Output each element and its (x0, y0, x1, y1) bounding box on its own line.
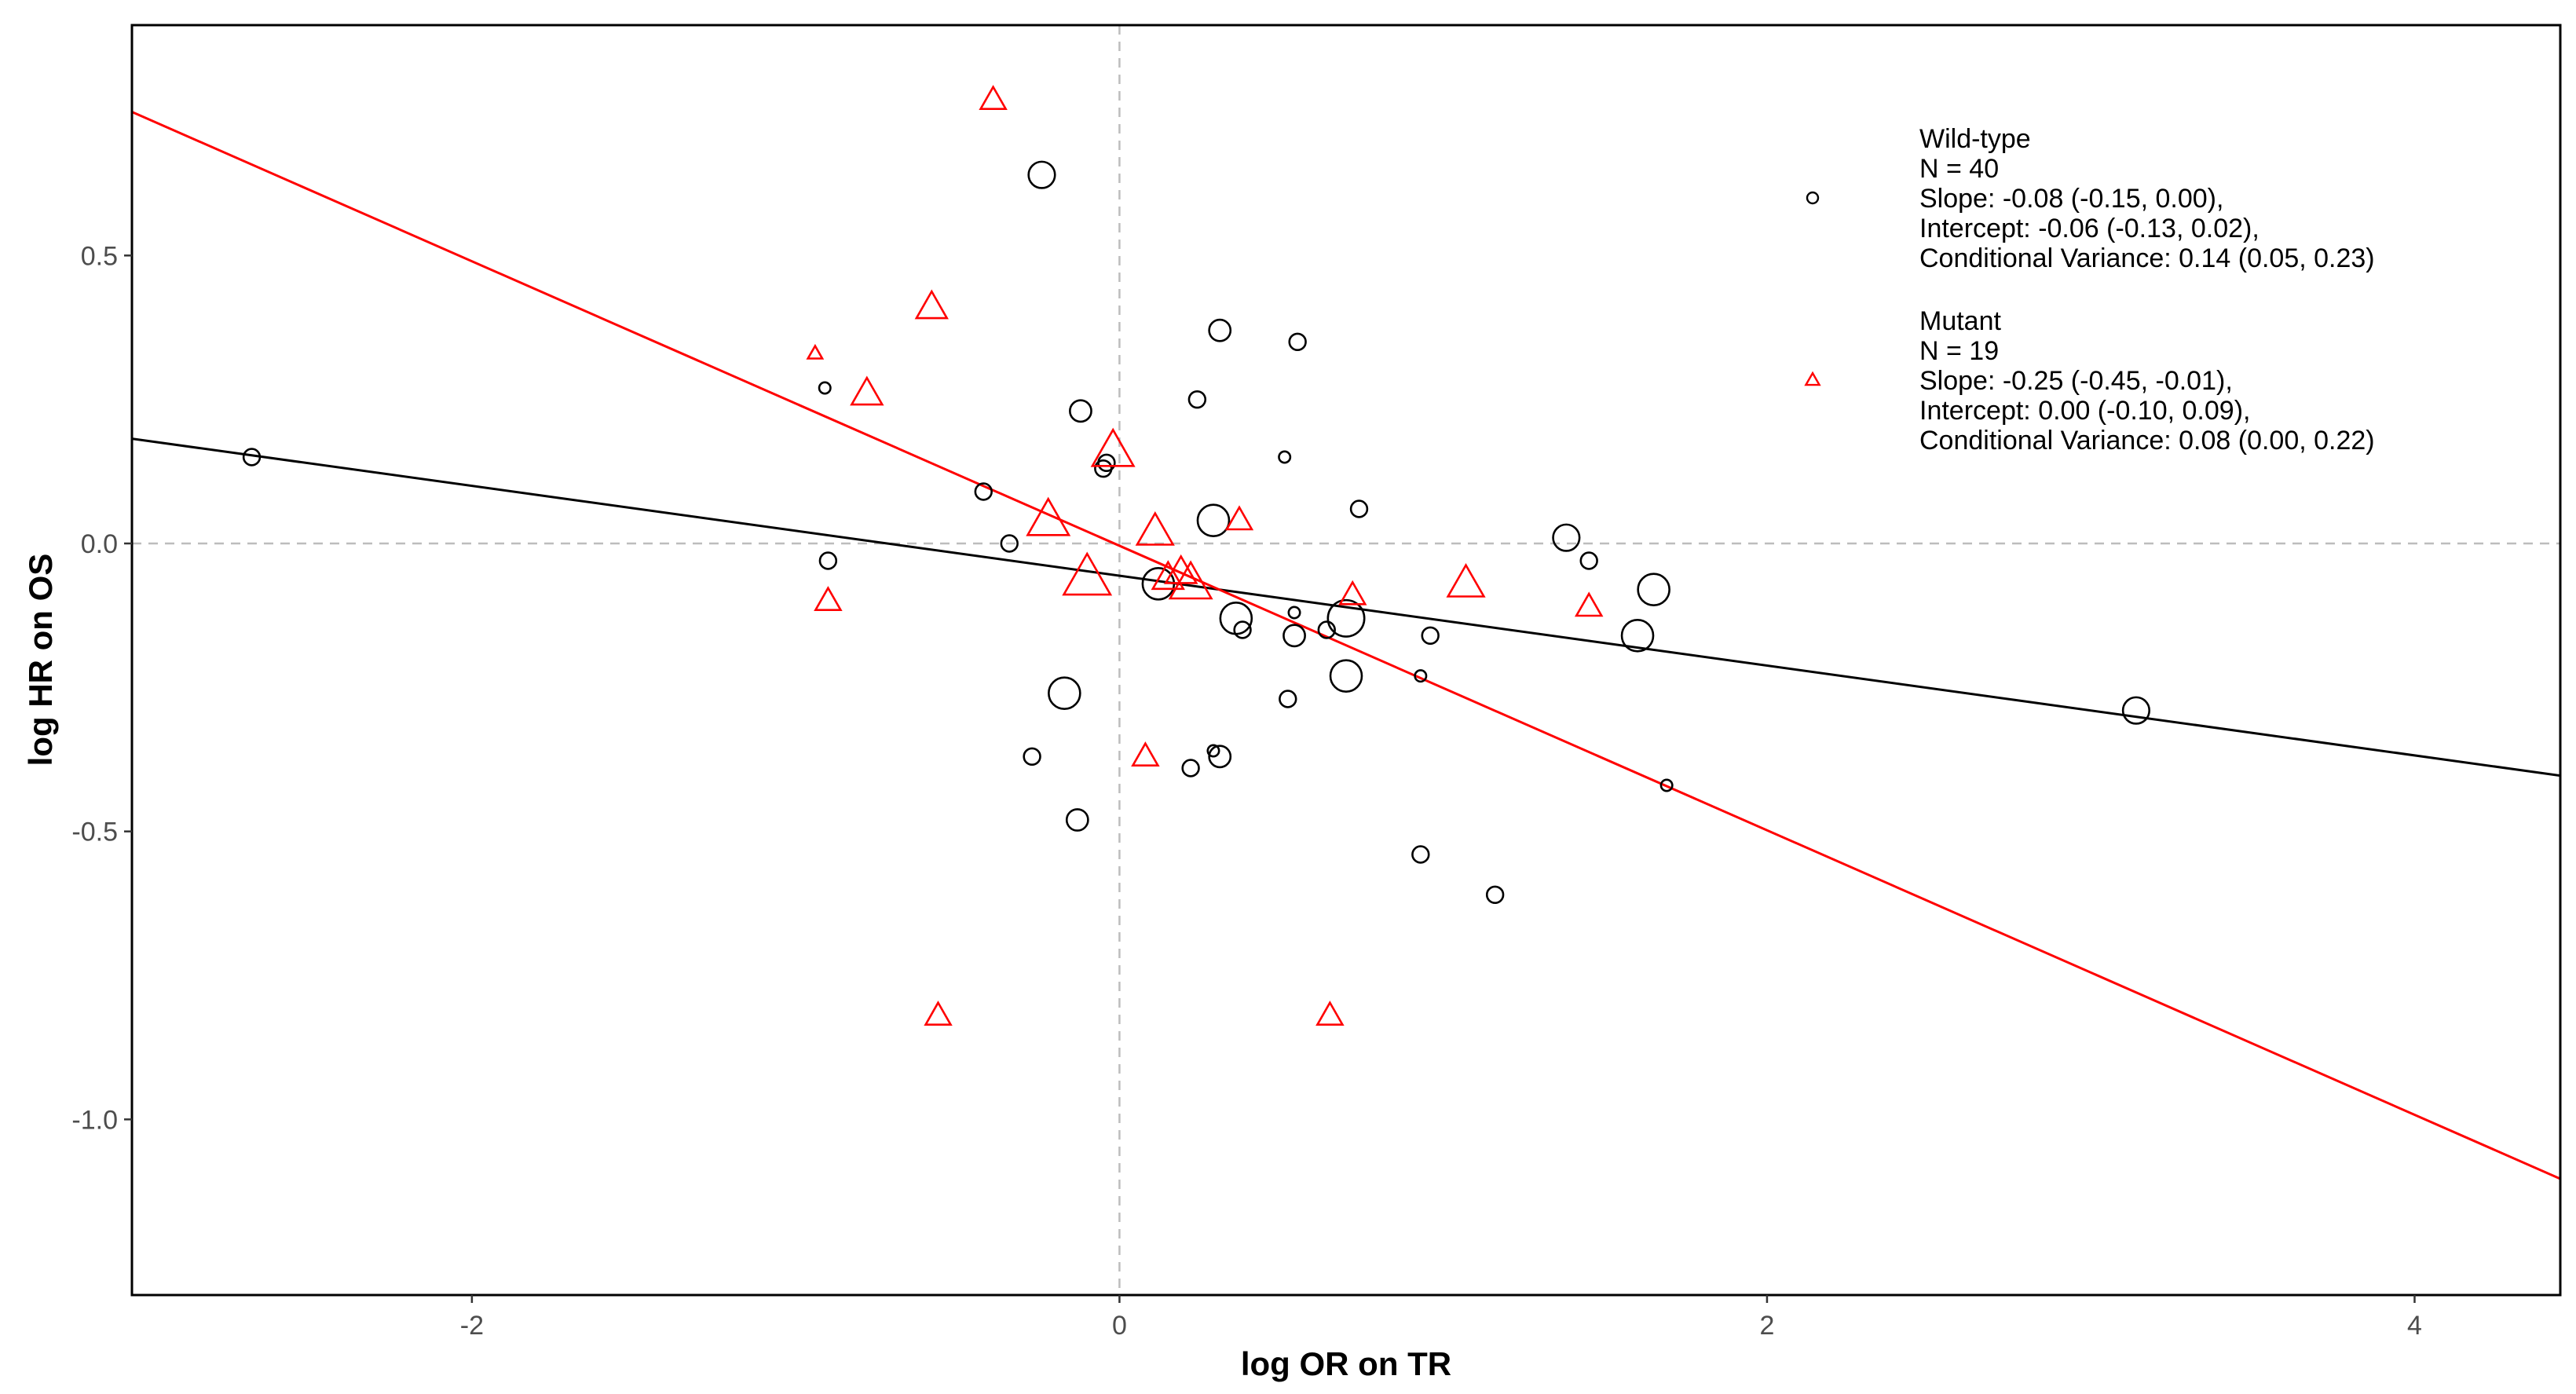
wild-type-point (1485, 885, 1505, 905)
wild-type-point (1637, 573, 1670, 606)
wild-type-point (1187, 390, 1207, 409)
mutant-point (1062, 551, 1113, 596)
mutant-point (979, 85, 1008, 110)
wild-type-point (1279, 690, 1297, 708)
wild-type-point (1048, 676, 1081, 710)
legend-text-line: Conditional Variance: 0.14 (0.05, 0.23) (1919, 243, 2375, 273)
legend-triangle-icon (1804, 371, 1821, 386)
mutant-point (1131, 741, 1160, 767)
wild-type-point (1414, 669, 1428, 683)
wild-type-point (242, 448, 262, 466)
wild-type-point (1349, 499, 1369, 518)
legend-text-line: Intercept: -0.06 (-0.13, 0.02), (1919, 214, 2259, 243)
y-tick-label: 0.0 (81, 529, 118, 559)
wild-type-point (2121, 696, 2151, 725)
plot-panel-border (130, 24, 2562, 1297)
mutant-point (914, 289, 949, 320)
y-axis: -1.0 -0.5 0.0 0.5 (71, 241, 132, 1135)
regression-lines (132, 111, 2560, 1180)
mutant-point (1168, 560, 1213, 600)
mutant-point (1315, 1001, 1345, 1026)
x-tick-label: 0 (1112, 1311, 1127, 1341)
x-tick-label: 2 (1759, 1311, 1774, 1341)
wild-type-point (1579, 551, 1598, 570)
wild-type-point (1065, 808, 1089, 832)
y-tick-label: -1.0 (71, 1105, 118, 1135)
x-axis: -2 0 2 4 (460, 1295, 2422, 1341)
data-points (242, 85, 2151, 1026)
x-axis-title: log OR on TR (1241, 1345, 1451, 1382)
legend-text-line: N = 40 (1919, 154, 1999, 184)
x-tick-label: 4 (2407, 1311, 2422, 1341)
y-tick-label: 0.5 (81, 241, 118, 271)
wild-type-point (1288, 332, 1307, 352)
wild-type-point (1552, 523, 1581, 552)
wild-type-point (1620, 619, 1655, 653)
wild-type-point (1411, 845, 1430, 864)
wild-type-point (818, 551, 838, 570)
reference-lines (132, 25, 2560, 1295)
mutant-point (924, 1001, 953, 1026)
wild-type-point (1027, 160, 1056, 189)
mutant-point (1090, 427, 1136, 467)
wild-type-point (1196, 503, 1231, 537)
wild-type-point (1208, 745, 1232, 769)
legend-text-line: Slope: -0.25 (-0.45, -0.01), (1919, 366, 2233, 396)
mutant-point (1135, 510, 1175, 546)
y-axis-title: log HR on OS (22, 554, 59, 767)
mutant-point (1446, 562, 1486, 598)
wild-type-point (1287, 606, 1301, 620)
wild-type-point (1069, 399, 1092, 423)
wild-type-point (1233, 620, 1252, 639)
wild-type-point (1000, 534, 1019, 553)
legend-text-line: Intercept: 0.00 (-0.10, 0.09), (1919, 396, 2250, 426)
legend-text-line: Wild-type (1919, 124, 2031, 154)
wild-type-point (1317, 620, 1336, 639)
wild-type-point (1659, 778, 1674, 792)
wild-type-point (818, 381, 832, 395)
mutant-point (1026, 496, 1071, 536)
legend-text-line: Slope: -0.08 (-0.15, 0.00), (1919, 184, 2223, 214)
wild-type-point (1023, 747, 1041, 767)
mutant-point (1574, 591, 1604, 617)
wild-type-point (1097, 453, 1116, 473)
wild-type-point (1283, 624, 1306, 648)
regression-line-wild-type (132, 437, 2560, 777)
legend-text-line: N = 19 (1919, 336, 1999, 366)
mutant-point (1151, 560, 1185, 591)
x-tick-label: -2 (460, 1311, 484, 1341)
legend-text-line: Conditional Variance: 0.08 (0.00, 0.22) (1919, 426, 2375, 456)
wild-type-point (1329, 659, 1363, 693)
wild-type-point (1208, 318, 1232, 342)
mutant-point (1224, 505, 1254, 531)
wild-type-point (1421, 626, 1440, 646)
wild-type-point (974, 482, 993, 501)
mutant-point (814, 586, 843, 612)
y-tick-label: -0.5 (71, 818, 118, 847)
wild-type-point (1326, 598, 1366, 638)
mutant-point (1338, 580, 1367, 606)
wild-type-point (1278, 450, 1292, 464)
wild-type-point (1206, 744, 1220, 758)
legend-circle-icon (1806, 191, 1820, 205)
mutant-point (806, 343, 825, 360)
legend-text-line: Mutant (1919, 306, 2001, 336)
regression-line-mutant (132, 111, 2560, 1180)
mutant-point (850, 375, 884, 406)
wild-type-point (1181, 759, 1200, 777)
